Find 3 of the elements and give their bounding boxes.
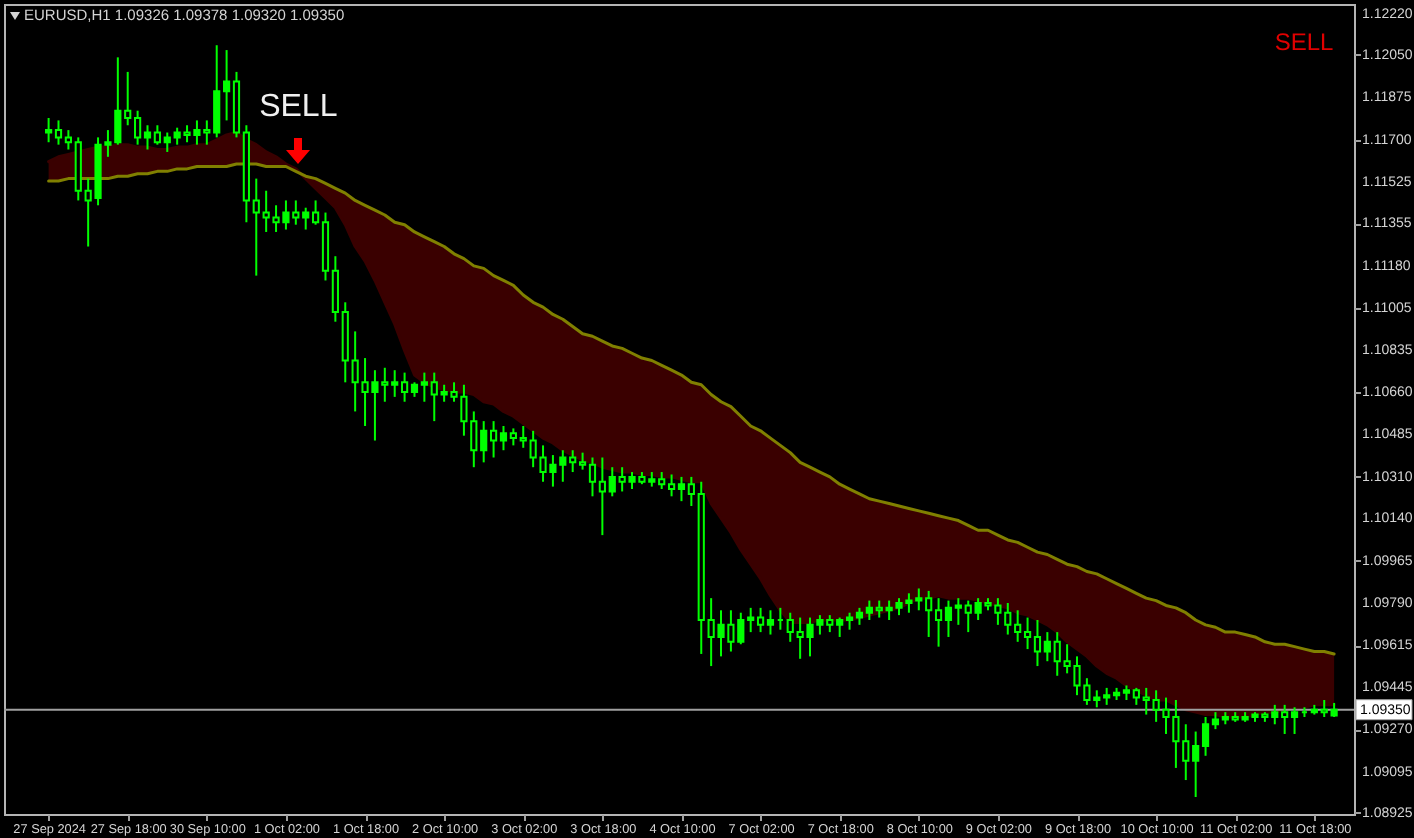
annotation: SELL: [259, 89, 338, 124]
annotation: SELL: [1274, 28, 1334, 56]
line-series: [47, 162, 1336, 656]
